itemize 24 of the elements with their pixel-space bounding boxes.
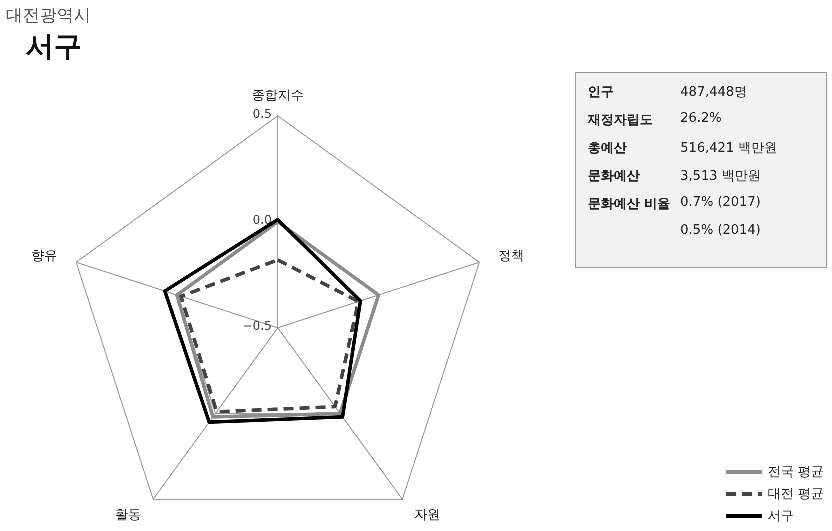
spoke-label: 자원 <box>414 508 440 524</box>
text: 문화예산 비율 <box>588 196 671 213</box>
text: 0.5% (2014) <box>680 223 762 238</box>
chart-subtitle: 대전광역시 <box>6 5 91 27</box>
text: 516,421 백만원 <box>680 140 778 157</box>
legend-label: 서구 <box>768 508 794 525</box>
y-tick-label: −0.5 <box>242 319 272 333</box>
text: 인구 <box>588 84 615 101</box>
y-tick-label: 0.5 <box>252 107 272 121</box>
text: 487,448명 <box>680 84 748 101</box>
text: 26.2% <box>680 111 723 128</box>
text: 재정자립도 <box>588 112 654 129</box>
spoke-label: 향유 <box>31 248 58 264</box>
text: 3,513 백만원 <box>680 168 762 185</box>
y-tick-label: 0.0 <box>252 213 272 227</box>
spoke-label: 활동 <box>116 508 142 524</box>
text: 문화예산 <box>588 168 641 185</box>
legend-label: 대전 평균 <box>768 486 824 503</box>
text: 총예산 <box>588 140 628 157</box>
chart-title: 서구 <box>26 29 82 65</box>
text: 0.7% (2017) <box>680 195 762 212</box>
spoke-label: 정책 <box>498 248 525 264</box>
legend-label: 전국 평균 <box>768 464 824 481</box>
spoke-label: 종합지수 <box>252 88 304 104</box>
